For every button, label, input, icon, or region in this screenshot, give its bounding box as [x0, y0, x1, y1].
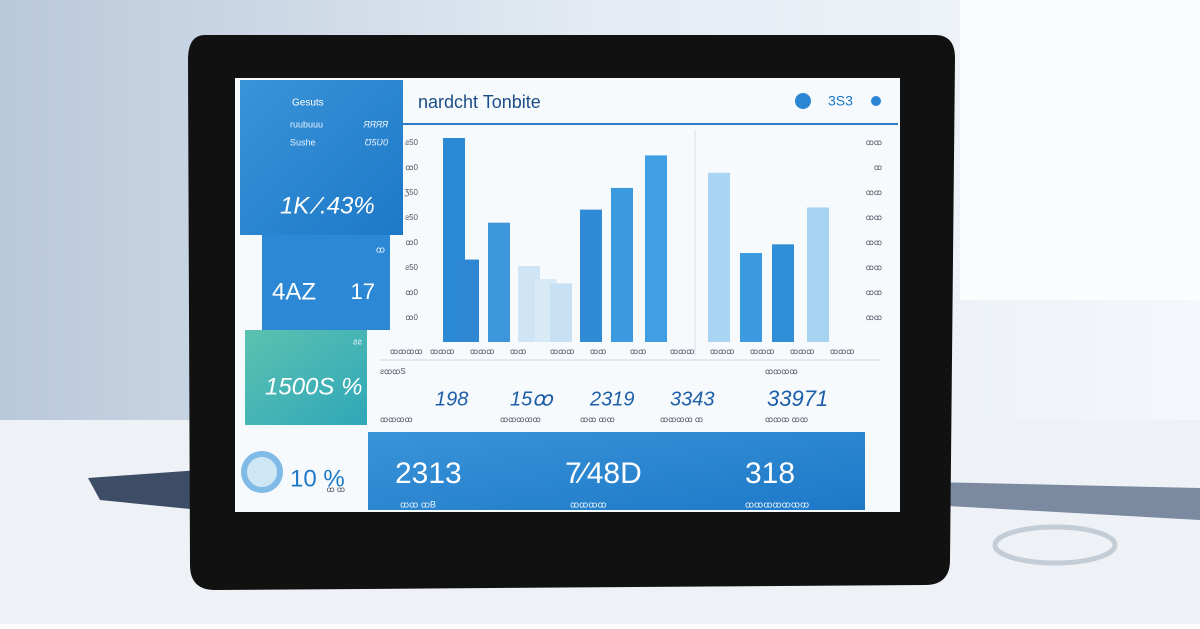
bar — [550, 283, 572, 342]
stat-note: ꝏꝏꝏꝏꝏ — [500, 415, 541, 424]
papers — [930, 482, 1200, 520]
stat-note: ꝏꝏꝏ ꝏꝏ — [765, 415, 808, 424]
stat-label: ꝏꝏꝏꝏ — [765, 367, 798, 376]
header-title: nardcht Tonbite — [418, 92, 541, 112]
x-tick-label: ꝏꝏꝏ — [470, 347, 494, 356]
y2-tick-label: ꝏꝏ — [866, 288, 882, 297]
sidebar-panel — [240, 80, 403, 235]
panel-note: ƨƨ — [353, 336, 363, 346]
y-tick-label: ƨ50 — [405, 263, 418, 272]
sidebar-label: ruubuuu — [290, 119, 323, 129]
header-badge: 3S3 — [828, 93, 853, 109]
y-tick-label: Ʒ50 — [404, 188, 418, 197]
y2-tick-label: ꝏꝏ — [866, 313, 882, 322]
x-tick-label: ꝏꝏꝏ — [830, 347, 854, 356]
x-tick-label: ꝏꝏꝏ — [790, 347, 814, 356]
footer-value: 2313 — [395, 457, 462, 490]
y-tick-label: ƨ50 — [405, 138, 418, 147]
footer-value: 7⁄48D — [565, 457, 642, 490]
stat-value: 2319 — [589, 388, 635, 410]
x-tick-label: ꝏꝏꝏ — [670, 347, 694, 356]
panel-stat: 4AZ — [272, 278, 316, 305]
sidebar-label: Sushe — [290, 137, 316, 147]
footer-note: ꝏꝏꝏꝏꝏꝏꝏ — [745, 499, 809, 509]
y-tick-label: ꝏ0 — [405, 238, 418, 247]
y2-tick-label: ꝏꝏ — [866, 138, 882, 147]
badge-dot — [795, 93, 811, 109]
y-tick-label: ƨ50 — [405, 213, 418, 222]
bar — [772, 244, 794, 342]
y-tick-label: ꝏ0 — [405, 288, 418, 297]
x-tick-label: ꝏꝏ — [590, 347, 606, 356]
stat-note: ꝏꝏꝏꝏ ꝏ — [660, 415, 703, 424]
y-tick-label: ꝏ0 — [405, 313, 418, 322]
x-tick-label: ꝏꝏꝏ — [710, 347, 734, 356]
bar — [645, 155, 667, 342]
stat-value: 198 — [435, 388, 468, 410]
donut-stat: 10 % — [290, 465, 345, 492]
bar — [807, 207, 829, 342]
x-tick-label: ꝏꝏ — [630, 347, 646, 356]
bar — [580, 209, 602, 342]
y2-tick-label: ꝏꝏ — [866, 263, 882, 272]
footer-band — [368, 432, 865, 510]
footer-value: 318 — [745, 457, 795, 490]
stat-note: ꝏꝏ ꝏꝏ — [580, 415, 615, 424]
bar — [518, 266, 540, 342]
y2-tick-label: ꝏ — [874, 163, 882, 172]
stat-value: 3343 — [670, 388, 715, 410]
y2-tick-label: ꝏꝏ — [866, 213, 882, 222]
footer-note: ꝏꝏꝏꝏ — [570, 499, 607, 509]
glasses — [992, 524, 1118, 566]
bar — [457, 259, 479, 342]
donut — [241, 451, 283, 493]
stat-value: 33971 — [767, 386, 828, 411]
footer-note: ꝏꝏ ꝏB — [400, 499, 436, 509]
stat-note: ꝏꝏꝏꝏ — [380, 415, 413, 424]
sidebar-panel — [245, 330, 367, 425]
window — [960, 0, 1200, 300]
bar — [611, 187, 633, 342]
x-tick-label: ꝏꝏꝏ — [430, 347, 454, 356]
bar — [488, 222, 510, 342]
badge-dot — [871, 96, 881, 106]
bar — [740, 253, 762, 342]
big-stat: 1K ⁄.43% — [280, 192, 375, 219]
panel-stat: 17 — [351, 279, 375, 304]
x-tick-label: ꝏꝏ — [510, 347, 526, 356]
bar — [708, 172, 730, 342]
stat-value: 15ꝏ — [510, 388, 554, 410]
sidebar-panel — [262, 235, 390, 330]
sidebar-value: Ʊ5Ʋ0 — [365, 137, 388, 147]
sidebar-value: ЯЯЯЯ — [362, 119, 388, 129]
y2-tick-label: ꝏꝏ — [866, 238, 882, 247]
x-tick-label: ꝏꝏꝏꝏ — [390, 347, 423, 356]
phone — [88, 470, 200, 510]
x-tick-label: ꝏꝏꝏ — [550, 347, 574, 356]
y-tick-label: ꝏ0 — [405, 163, 418, 172]
stat-label: ƨꝏꝏS — [380, 367, 406, 376]
sidebar-title: Gesuts — [292, 98, 324, 109]
panel-note: ꝏ — [376, 244, 385, 254]
x-tick-label: ꝏꝏꝏ — [750, 347, 774, 356]
donut-note: ꝏ ꝏ — [326, 485, 345, 494]
y2-tick-label: ꝏꝏ — [866, 188, 882, 197]
panel-stat: 1500S % — [265, 373, 362, 400]
